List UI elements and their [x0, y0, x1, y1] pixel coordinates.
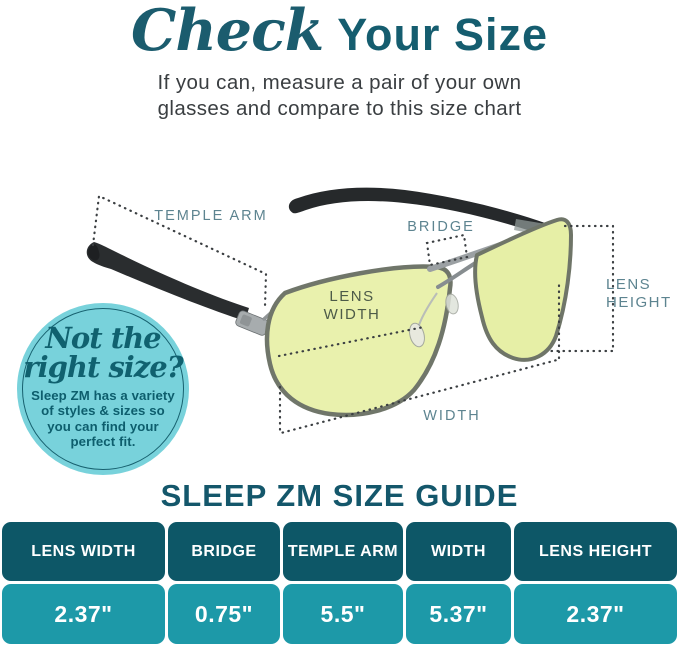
badge-script-line2: right size? — [23, 350, 183, 384]
subtitle-line1: If you can, measure a pair of your own — [157, 71, 522, 94]
lens-width-label-line1: LENS — [329, 288, 374, 305]
column-header-temple-arm: TEMPLE ARM — [283, 522, 403, 581]
column-header-lens-width: LENS WIDTH — [2, 522, 165, 581]
lens-height-bracket-dots — [549, 224, 615, 353]
left-lens — [264, 264, 453, 418]
width-bracket-dots — [278, 279, 561, 435]
value-lens-width: 2.37" — [2, 584, 165, 644]
badge-brand-name: Sleep ZM — [31, 388, 90, 403]
column-header-bridge: BRIDGE — [168, 522, 280, 581]
glasses-measurement-diagram: TEMPLE ARM BRIDGE LENS WIDTH LENS HEIGHT… — [86, 187, 672, 435]
header: Check Your Size If you can, measure a pai… — [0, 0, 679, 122]
right-lens — [473, 217, 573, 362]
temple-arm-label: TEMPLE ARM — [154, 208, 267, 224]
value-temple-arm: 5.5" — [283, 584, 403, 644]
badge-body-line2: of styles & sizes so — [41, 403, 165, 419]
temple-arm-outline-dots — [91, 194, 268, 308]
badge-body-line4: perfect fit. — [70, 433, 136, 449]
badge-body-line1-rest: has a variety — [89, 388, 175, 403]
value-bridge: 0.75" — [168, 584, 280, 644]
not-right-size-badge: Not the right size? Sleep ZM has a varie… — [17, 303, 189, 475]
value-width: 5.37" — [406, 584, 511, 644]
badge-body-line3: you can find your — [47, 418, 159, 434]
badge-ring — [22, 308, 184, 470]
hinge — [235, 310, 270, 336]
lens-width-line-dots — [277, 325, 426, 358]
lens-height-label-line1: LENS — [606, 276, 651, 293]
bridge-outline-dots — [425, 233, 469, 267]
lens-width-label-line2: WIDTH — [324, 306, 381, 323]
value-lens-height: 2.37" — [514, 584, 677, 644]
size-guide-table: LENS WIDTH BRIDGE TEMPLE ARM WIDTH LENS … — [2, 522, 677, 644]
subtitle-line2: glasses and compare to this size chart — [157, 97, 522, 120]
width-label: WIDTH — [423, 408, 481, 424]
column-header-width: WIDTH — [406, 522, 511, 581]
lens-height-label-line2: HEIGHT — [606, 294, 672, 311]
page-title: Check Your Size — [0, 0, 679, 66]
subtitle: If you can, measure a pair of your own g… — [0, 70, 679, 122]
size-guide-title: SLEEP ZM SIZE GUIDE — [160, 478, 519, 513]
title-script-word: Check — [131, 0, 324, 64]
column-header-lens-height: LENS HEIGHT — [514, 522, 677, 581]
badge-script-line1: Not the — [45, 321, 161, 355]
title-rest: Your Size — [337, 9, 548, 60]
badge-body-text: Sleep ZM has a variety of styles & sizes… — [17, 388, 189, 449]
bridge-label: BRIDGE — [407, 219, 475, 235]
